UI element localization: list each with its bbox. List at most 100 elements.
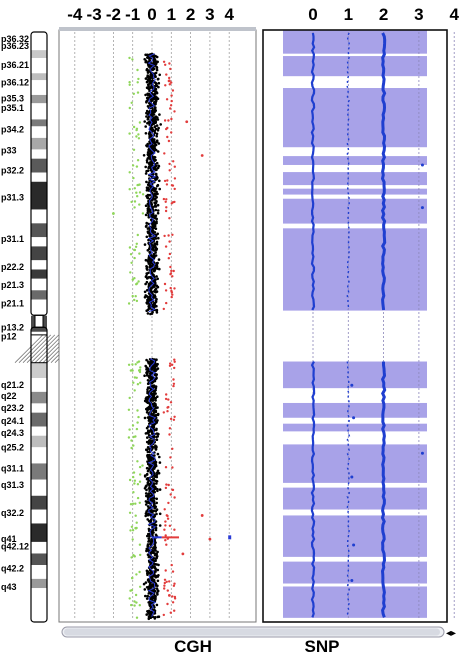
cgh-point [154, 116, 157, 120]
cgh-point [143, 290, 147, 294]
cgh-point [146, 249, 150, 252]
cgh-point [133, 376, 137, 379]
cgh-point [166, 514, 169, 518]
cgh-point [155, 190, 158, 194]
cgh-point [145, 115, 148, 118]
cgh-tick-label: 4 [224, 5, 234, 24]
cgh-point [150, 286, 153, 290]
cgh-point [132, 381, 135, 384]
cgh-point [149, 520, 152, 523]
cgh-point [146, 207, 150, 210]
cgh-point [157, 126, 160, 130]
snp-panel-label: SNP [305, 637, 340, 656]
ideogram-band [31, 578, 47, 589]
cgh-point [150, 290, 154, 294]
cgh-point [153, 472, 156, 475]
cgh-point [135, 282, 139, 285]
cgh-point [154, 557, 158, 560]
chromosome-ideogram [14, 31, 112, 623]
cgh-point [148, 417, 151, 421]
scrollbar-thumb[interactable] [64, 628, 440, 636]
cgh-point [138, 465, 142, 469]
cgh-tick-label: 1 [167, 5, 176, 24]
band-label: p36.23 [1, 41, 29, 51]
cgh-point [152, 273, 155, 277]
ideogram-band [31, 495, 47, 510]
cgh-point [165, 483, 168, 486]
cgh-point [134, 502, 137, 505]
cgh-point [131, 538, 134, 541]
cgh-point [143, 588, 147, 591]
cgh-point [154, 526, 158, 530]
cgh-point [153, 192, 157, 196]
cgh-point [135, 135, 138, 138]
cgh-point [152, 500, 156, 503]
cgh-point [154, 287, 158, 291]
cgh-point [147, 540, 150, 543]
ideogram-band [31, 541, 47, 554]
cgh-point [147, 578, 151, 581]
cgh-point [165, 580, 168, 583]
band-label: p35.3 [1, 94, 24, 104]
cgh-point [146, 268, 149, 271]
cgh-point [155, 275, 158, 278]
snp-tick-label: 0 [308, 5, 317, 24]
cgh-point [155, 555, 159, 558]
cgh-point [136, 233, 139, 237]
ideogram-band [31, 523, 47, 542]
cgh-point [134, 593, 138, 597]
cgh-point [168, 62, 171, 65]
cgh-point [150, 549, 154, 552]
cgh-point [168, 252, 172, 256]
cgh-point [155, 66, 159, 69]
cgh-point [129, 369, 133, 372]
cgh-point [168, 169, 171, 172]
ideogram-band [31, 50, 47, 59]
cgh-point [173, 360, 176, 363]
cgh-point [151, 583, 155, 587]
hatch-line [30, 334, 60, 363]
cgh-point [165, 98, 169, 101]
cgh-point [143, 474, 147, 477]
cgh-point [144, 93, 147, 97]
cgh-point [154, 254, 158, 257]
cgh-point [147, 610, 150, 614]
cgh-point [155, 471, 159, 475]
cgh-point [156, 406, 159, 409]
cgh-point [155, 132, 159, 136]
snp-extra-point [352, 416, 356, 420]
horizontal-scrollbar[interactable] [61, 626, 445, 638]
cgh-point [170, 117, 173, 121]
cgh-point [146, 391, 149, 395]
cgh-point [128, 106, 131, 110]
cgh-point [149, 158, 152, 161]
ideogram-band [31, 299, 47, 316]
cgh-point [149, 419, 152, 422]
scroll-arrows-icon[interactable]: ◂▸ [446, 628, 456, 639]
cgh-outlier [167, 79, 171, 83]
cgh-point [173, 595, 177, 599]
cgh-point [169, 362, 172, 365]
cgh-point [168, 240, 171, 243]
cgh-point [171, 89, 175, 92]
cgh-outlier [112, 212, 115, 215]
cgh-point [163, 578, 167, 581]
cgh-tick-label: 3 [205, 5, 214, 24]
cgh-point [136, 409, 139, 412]
cgh-point [170, 184, 174, 187]
snp-shaded-band [283, 444, 427, 483]
cgh-point [133, 187, 136, 190]
cgh-point [148, 447, 151, 451]
cgh-point [131, 576, 134, 580]
cgh-point [139, 366, 142, 369]
snp-tick-label: 3 [414, 5, 423, 24]
cgh-point [167, 234, 170, 237]
snp-shaded-band [283, 487, 427, 510]
cgh-point [146, 501, 149, 504]
cgh-point [150, 367, 154, 371]
cgh-point [128, 56, 131, 60]
cgh-point [157, 81, 161, 85]
band-label: p34.2 [1, 125, 24, 135]
cgh-point [144, 594, 147, 598]
cgh-point [138, 121, 142, 124]
